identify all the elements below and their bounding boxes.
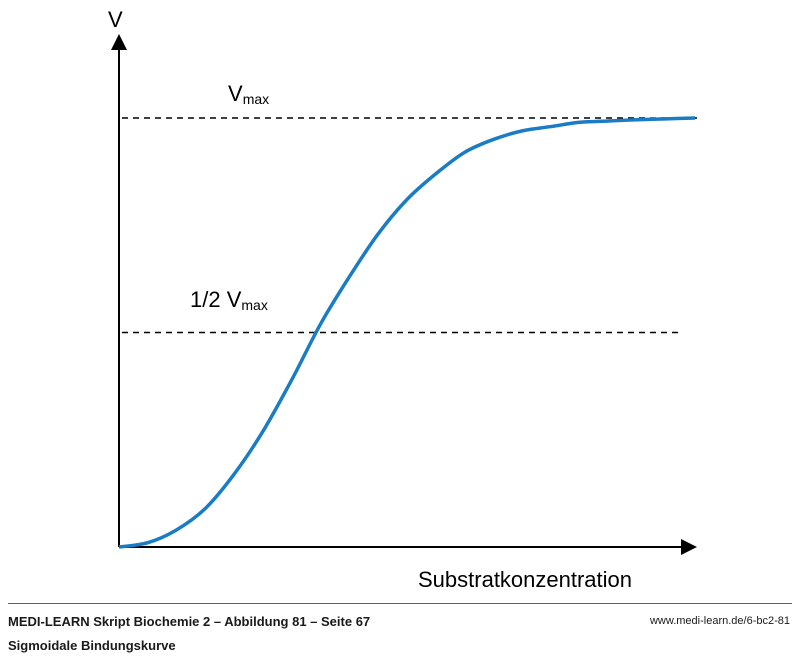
sigmoid-curve-line — [118, 116, 696, 549]
footer-divider — [8, 603, 792, 604]
footer-url: www.medi-learn.de/6-bc2-81 — [649, 615, 790, 627]
chart: V Substratkonzentration Vmax 1/2 Vmax — [108, 7, 697, 592]
x-axis-arrow — [681, 539, 697, 555]
y-axis-label: V — [108, 7, 123, 32]
x-axis-label: Substratkonzentration — [418, 567, 632, 592]
vmax-label: Vmax — [228, 81, 269, 107]
y-axis-arrow — [111, 34, 127, 50]
footer-subtitle: Sigmoidale Bindungskurve — [8, 638, 176, 653]
footer-title: MEDI-LEARN Skript Biochemie 2 – Abbildun… — [8, 614, 371, 629]
half-vmax-label: 1/2 Vmax — [190, 287, 268, 313]
